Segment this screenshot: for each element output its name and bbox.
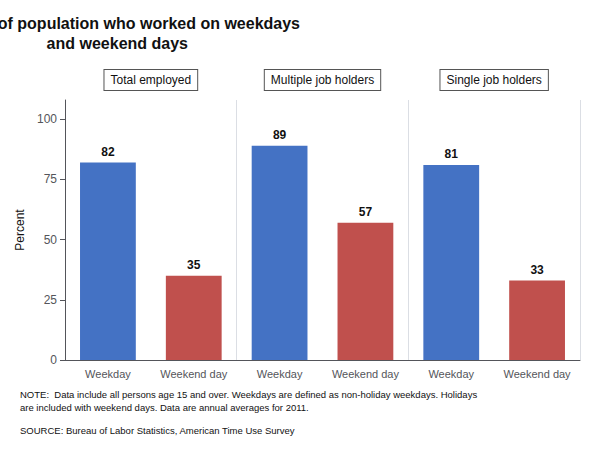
svg-text:are included with weekend days: are included with weekend days. Data are… [20,402,309,413]
svg-text:89: 89 [273,128,287,142]
svg-text:0: 0 [50,353,57,367]
svg-text:Weekday: Weekday [428,368,474,380]
svg-text:75: 75 [44,172,58,186]
svg-text:Weekend day: Weekend day [332,368,400,380]
svg-text:Weekend day: Weekend day [504,368,572,380]
svg-text:82: 82 [101,145,115,159]
svg-text:35: 35 [187,258,201,272]
svg-text:50: 50 [44,233,58,247]
svg-text:Weekday: Weekday [85,368,131,380]
svg-text:81: 81 [445,147,459,161]
svg-text:Percent: Percent [13,209,27,251]
svg-text:Total employed: Total employed [110,73,191,87]
svg-text:Single job holders: Single job holders [446,73,541,87]
svg-text:Weekday: Weekday [257,368,303,380]
svg-text:25: 25 [44,293,58,307]
svg-text:SOURCE: Bureau of Labor Statis: SOURCE: Bureau of Labor Statistics, Amer… [20,425,295,436]
svg-text:Multiple job holders: Multiple job holders [271,73,374,87]
svg-text:57: 57 [359,205,373,219]
svg-text:Weekend day: Weekend day [160,368,228,380]
svg-text:33: 33 [530,263,544,277]
svg-text:Percent of population who work: Percent of population who worked on week… [0,15,300,32]
svg-text:NOTE: Data include all person: NOTE: Data include all persons age 15 an… [20,389,477,400]
svg-text:and weekend days: and weekend days [47,35,188,52]
svg-text:100: 100 [37,112,57,126]
